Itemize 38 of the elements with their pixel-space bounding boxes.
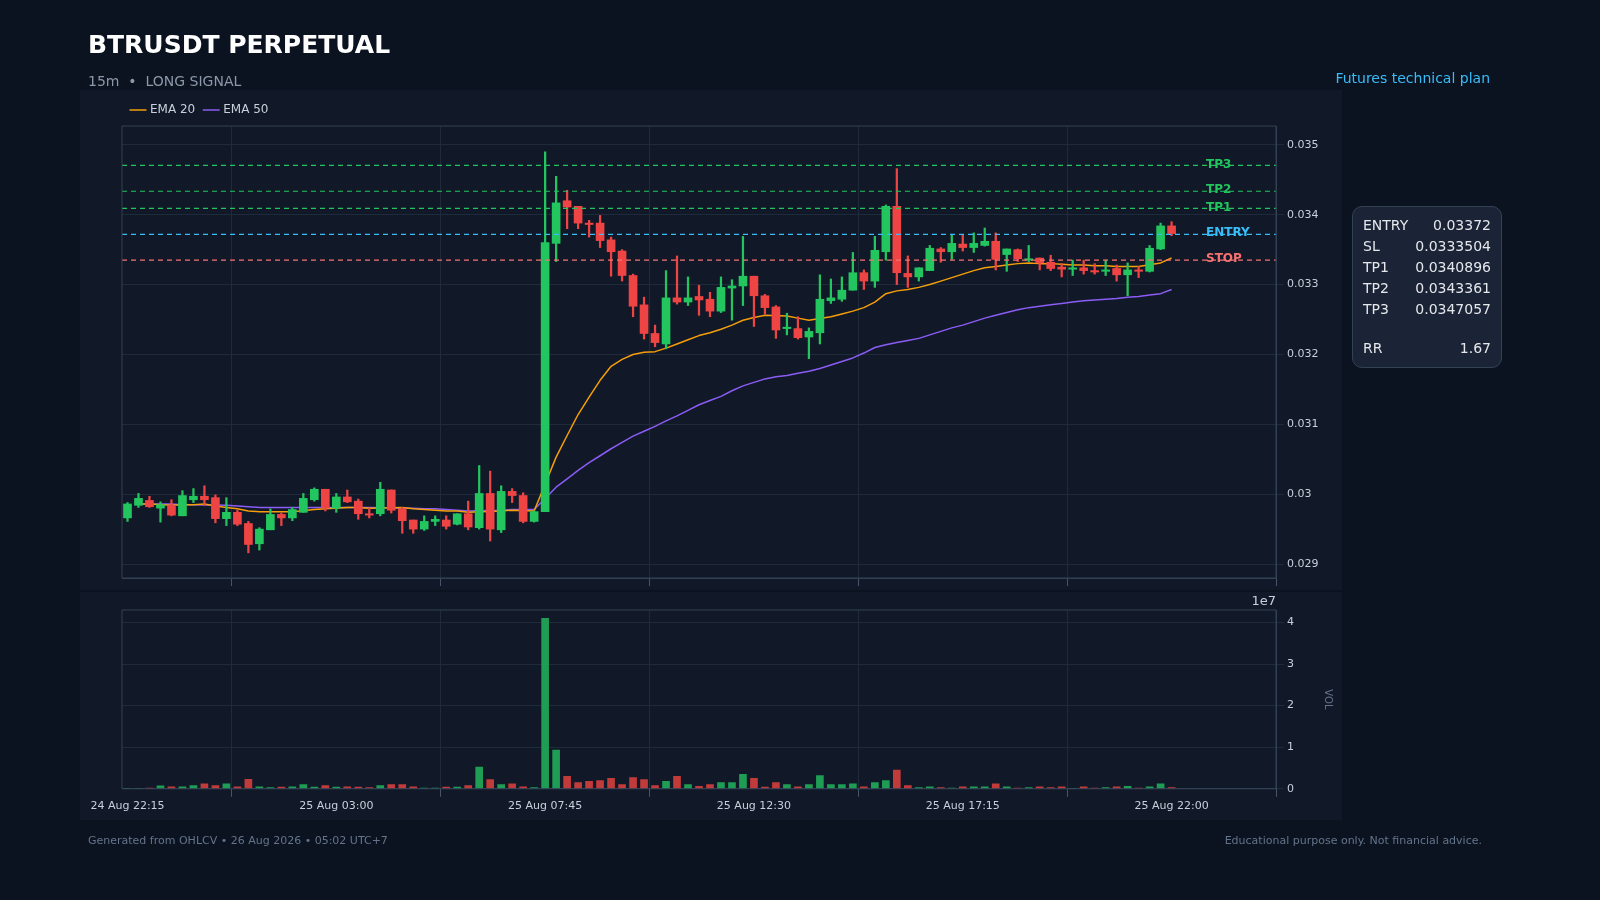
text: ENTRY 0.03372 — [1363, 217, 1491, 233]
x-tick-label: 24 Aug 22:15 — [90, 799, 165, 813]
ref-line-label: TP3 — [1206, 156, 1232, 171]
y-tick-label: 0.035 — [1287, 137, 1319, 151]
y-tick-label: 2 — [1287, 698, 1294, 712]
y-tick-label: 0.034 — [1287, 207, 1319, 221]
y-tick-label: 0.03 — [1287, 487, 1312, 501]
text: TP1 0.0340896 — [1363, 259, 1491, 275]
text: SL 0.0333504 — [1363, 238, 1491, 254]
legend-label: EMA 20 — [150, 102, 196, 117]
y-axis-title: VOL — [1323, 689, 1335, 710]
ref-line-label: ENTRY — [1206, 225, 1251, 240]
ref-line-label: TP1 — [1206, 199, 1232, 214]
x-tick-label: 25 Aug 12:30 — [716, 799, 792, 813]
text: TP3 0.0347057 — [1363, 301, 1491, 317]
y-tick-label: 0.031 — [1287, 417, 1319, 431]
x-tick-label: 25 Aug 07:45 — [508, 799, 583, 813]
text: 1e7 — [1251, 592, 1276, 608]
ref-line-label: STOP — [1206, 251, 1243, 266]
y-tick-label: 4 — [1287, 615, 1294, 629]
legend-label: EMA 50 — [223, 102, 269, 117]
y-tick-label: 3 — [1287, 656, 1294, 670]
y-tick-label: 0.033 — [1287, 277, 1319, 291]
ref-line-label: TP2 — [1206, 182, 1232, 197]
text: RR 1.67 — [1363, 340, 1491, 356]
text: Educational purpose only. Not financial advice. — [1224, 834, 1482, 847]
y-tick-label: 1 — [1287, 740, 1294, 754]
x-tick-label: 25 Aug 17:15 — [925, 799, 1000, 813]
text: Futures technical plan — [1335, 70, 1490, 86]
y-tick-label: 0.032 — [1287, 347, 1319, 361]
x-tick-label: 25 Aug 03:00 — [299, 799, 374, 813]
y-tick-label: 0 — [1287, 781, 1294, 795]
text: TP2 0.0343361 — [1363, 280, 1491, 296]
chart-title: BTRUSDT PERPETUAL — [88, 30, 391, 59]
y-tick-label: 0.029 — [1287, 556, 1319, 570]
text: Generated from OHLCV • 26 Aug 2026 • 05:02 UTC+7 — [88, 834, 388, 847]
x-tick-label: 25 Aug 22:00 — [1134, 799, 1209, 813]
chart-subtitle: 15m • LONG SIGNAL — [88, 73, 242, 89]
